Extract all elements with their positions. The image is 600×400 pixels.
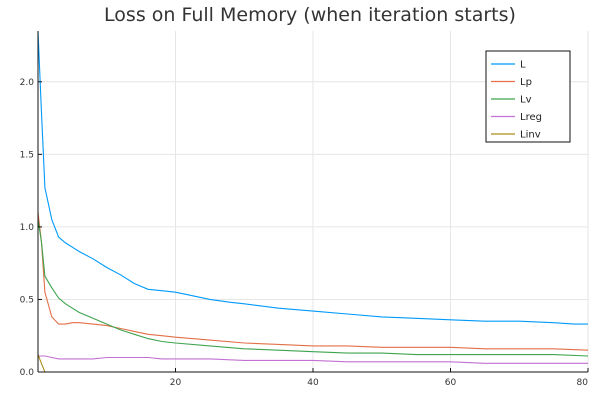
series-line-lv	[37, 219, 589, 357]
legend-label-linv: Linv	[520, 130, 541, 141]
series-line-lreg	[38, 355, 588, 364]
legend-label-lreg: Lreg	[520, 112, 542, 123]
legend-box	[485, 50, 571, 143]
y-tick-label: 2.0	[20, 78, 35, 88]
legend-label-lp: Lp	[520, 77, 532, 88]
x-tick-label: 20	[170, 378, 182, 388]
chart-title: Loss on Full Memory (when iteration star…	[104, 4, 516, 26]
x-tick-label: 40	[307, 378, 319, 388]
y-tick-label: 1.5	[20, 150, 34, 160]
legend-label-l: L	[520, 60, 526, 71]
tick-labels: 20 40 60 80 0.0 0.5 1.0 1.5 2.0	[20, 78, 589, 388]
y-tick-label: 1.0	[20, 223, 35, 233]
legend: L Lp Lv Lreg Linv	[485, 50, 571, 143]
axes	[37, 31, 589, 373]
y-tick-label: 0.0	[20, 368, 35, 378]
y-tick-label: 0.5	[20, 295, 34, 305]
x-tick-label: 60	[445, 378, 457, 388]
x-tick-label: 80	[577, 378, 589, 388]
series-line-lp	[37, 212, 589, 351]
legend-label-lv: Lv	[520, 95, 532, 106]
series-line-l	[37, 30, 588, 325]
